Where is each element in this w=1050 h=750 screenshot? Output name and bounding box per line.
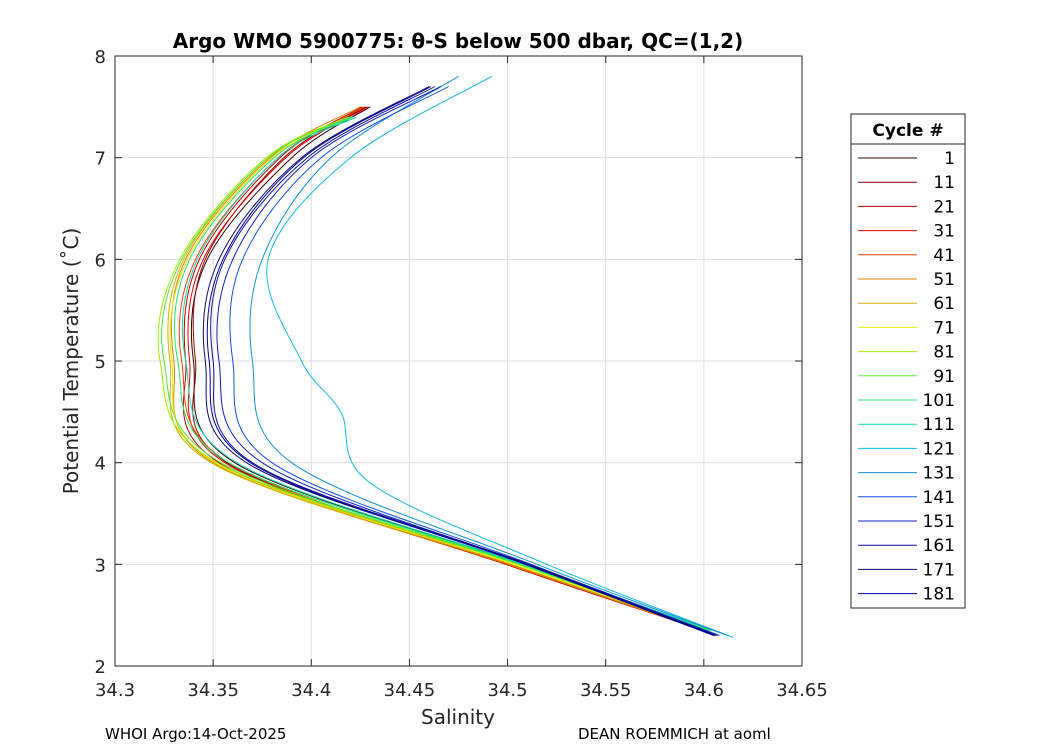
x-tick-label: 34.4 xyxy=(291,680,331,701)
x-tick-label: 34.65 xyxy=(776,680,828,701)
legend-title: Cycle # xyxy=(872,121,943,141)
legend-label-71: 71 xyxy=(933,318,955,338)
series-line-cycle-141 xyxy=(229,86,720,636)
series-line-cycle-71 xyxy=(169,116,708,631)
footer-source: WHOI Argo:14-Oct-2025 xyxy=(105,725,287,743)
legend-label-151: 151 xyxy=(923,512,955,532)
y-tick-label: 4 xyxy=(95,454,106,475)
x-tick-label: 34.35 xyxy=(187,680,239,701)
legend-label-91: 91 xyxy=(933,367,955,387)
legend-label-81: 81 xyxy=(933,343,955,363)
series-line-cycle-181 xyxy=(206,86,714,636)
legend-label-61: 61 xyxy=(933,294,955,314)
chart-title: Argo WMO 5900775: θ-S below 500 dbar, QC… xyxy=(173,29,743,53)
y-tick-label: 7 xyxy=(95,149,106,170)
legend-label-11: 11 xyxy=(933,173,955,193)
legend-label-171: 171 xyxy=(923,560,955,580)
x-tick-label: 34.55 xyxy=(580,680,632,701)
series-line-cycle-131 xyxy=(249,75,728,636)
y-tick-label: 8 xyxy=(95,47,106,68)
series-line-cycle-101 xyxy=(173,116,712,631)
series-layer xyxy=(157,75,734,638)
legend-label-161: 161 xyxy=(923,536,955,556)
x-tick-label: 34.45 xyxy=(384,680,436,701)
y-tick-label: 3 xyxy=(95,555,106,576)
y-ticks: 2 3 4 5 6 7 8 xyxy=(95,47,802,678)
x-axis-label: Salinity xyxy=(421,705,495,729)
x-tick-label: 34.6 xyxy=(684,680,724,701)
legend-label-1: 1 xyxy=(944,149,955,169)
legend-label-131: 131 xyxy=(923,464,955,484)
y-axis-label: Potential Temperature (˚C) xyxy=(59,228,83,495)
y-tick-label: 6 xyxy=(95,250,106,271)
series-line-cycle-91 xyxy=(161,116,710,631)
x-tick-label: 34.5 xyxy=(488,680,528,701)
series-line-cycle-121 xyxy=(266,75,734,638)
legend-label-31: 31 xyxy=(933,222,955,242)
series-line-cycle-51 xyxy=(170,106,705,631)
legend-label-121: 121 xyxy=(923,439,955,459)
legend-label-141: 141 xyxy=(923,488,955,508)
y-tick-label: 2 xyxy=(95,657,106,678)
legend: Cycle # 11121314151617181911011111211311… xyxy=(850,113,966,609)
footer-operator: DEAN ROEMMICH at aoml xyxy=(578,725,771,743)
series-line-cycle-161 xyxy=(210,86,718,636)
legend-label-181: 181 xyxy=(923,585,955,605)
y-tick-label: 5 xyxy=(95,352,106,373)
legend-entries: 1112131415161718191101111121131141151161… xyxy=(858,149,955,605)
series-line-cycle-21 xyxy=(182,106,705,631)
x-tick-label: 34.3 xyxy=(95,680,135,701)
legend-label-101: 101 xyxy=(923,391,955,411)
legend-label-111: 111 xyxy=(923,415,955,435)
legend-label-51: 51 xyxy=(933,270,955,290)
x-ticks: 34.3 34.35 34.4 34.45 34.5 34.55 34.6 34.65 xyxy=(95,56,828,701)
series-line-cycle-171 xyxy=(202,86,716,636)
series-line-cycle-81 xyxy=(157,116,710,631)
legend-box xyxy=(850,113,966,609)
legend-label-41: 41 xyxy=(933,246,955,266)
legend-label-21: 21 xyxy=(933,197,955,217)
